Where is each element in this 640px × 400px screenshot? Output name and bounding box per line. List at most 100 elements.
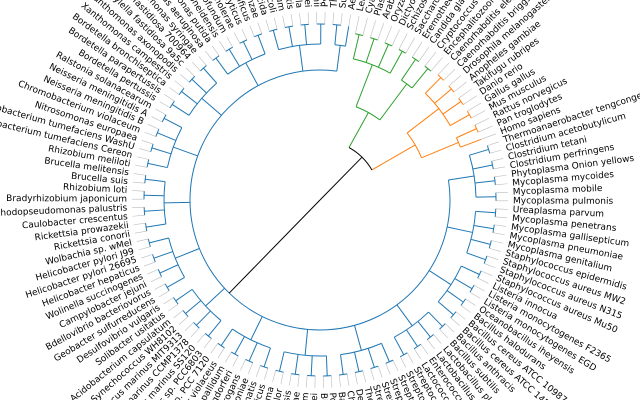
leaf-branch [226,36,233,48]
branch [365,38,375,63]
branch [300,23,309,26]
leaf-branch [210,343,219,354]
branch [393,336,405,356]
leaf-branch [495,183,508,186]
branch [421,141,459,159]
branch [159,264,179,274]
leaf-branch [247,362,254,374]
leaf-branch [138,246,151,251]
branch [348,112,369,148]
leaf-label: Bradyrhizobium japonicum [6,194,127,205]
leaf-branch [453,81,467,93]
leaf-branch [405,37,415,54]
root-branch [228,199,321,294]
leaf-branch [354,372,358,385]
leaf-branch [143,261,156,267]
leaf-branch [192,61,201,72]
branch [381,343,390,362]
leaf-branch [362,370,367,383]
leaf-branch [133,222,146,226]
leaf-branch [348,14,351,27]
leaf-branch [151,116,163,123]
branch [473,224,494,230]
branch [491,160,494,170]
leaf-branch [489,149,502,154]
branch [458,97,464,105]
branch [257,35,266,55]
branch [413,343,422,350]
leaf-branch [384,26,393,43]
leaf-branch [163,297,174,305]
branch [354,352,360,372]
branch [355,33,364,36]
leaf-branch [136,156,149,160]
leaf-branch [159,101,171,109]
leaf-label: Thermoplasma acidophilum [329,0,348,9]
leaf-branch [190,327,200,338]
branch [157,269,163,277]
branch [406,329,418,347]
branch [344,26,350,47]
branch [355,64,373,107]
branch [228,48,240,67]
leaf-branch [332,12,334,25]
leaf-branch [144,131,156,137]
leaf-label: Pyrococcus furiosus [321,0,333,7]
leaf-branch [141,139,154,145]
leaf-branch [455,311,466,320]
leaf-branch [225,351,232,363]
branch [352,34,360,60]
branch [400,352,408,358]
branch [411,68,429,89]
branch [171,104,190,116]
branch [144,209,165,212]
leaf-branch [362,18,368,36]
leaf-branch [297,374,300,387]
leaf-label: Mycoplasma mobile [513,184,603,198]
leaf-branch [407,352,414,364]
leaf-branch [255,365,261,377]
leaf-branch [473,284,485,292]
branch [336,45,341,72]
branch [469,148,489,156]
leaf-branch [205,50,213,61]
leaf-branch [494,224,507,227]
branch [406,108,440,134]
branch [294,354,299,375]
leaf-branch [134,230,147,234]
branch [149,237,169,244]
leaf-branch [469,291,481,299]
branch [191,78,207,94]
branch [272,30,280,50]
leaf-branch [197,333,206,343]
branch [377,44,389,68]
branch [448,85,455,93]
branch [454,278,473,290]
leaf-branch [493,166,506,170]
leaf-branch [420,344,428,355]
branch [428,270,452,286]
leaf-branch [132,190,145,192]
leaf-label: Mycoplasma pulmonis [513,196,614,206]
branch [178,87,185,95]
branch [250,316,263,341]
branch [456,137,461,148]
branch [153,251,173,259]
branch [447,226,473,233]
leaf-branch [150,276,162,283]
leaf-branch [184,322,194,332]
leaf-branch [437,62,450,76]
branch [437,301,454,316]
branch [181,91,198,105]
leaf-branch [154,283,166,290]
branch [212,55,220,61]
leaf-branch [282,15,286,28]
branch [203,67,218,84]
branch [370,365,379,370]
leaf-branch [249,25,255,37]
branch [205,287,225,307]
branch [196,310,211,326]
leaf-label: Methanosarcina mazei [296,0,312,8]
branch [340,354,344,375]
branch [456,128,477,139]
